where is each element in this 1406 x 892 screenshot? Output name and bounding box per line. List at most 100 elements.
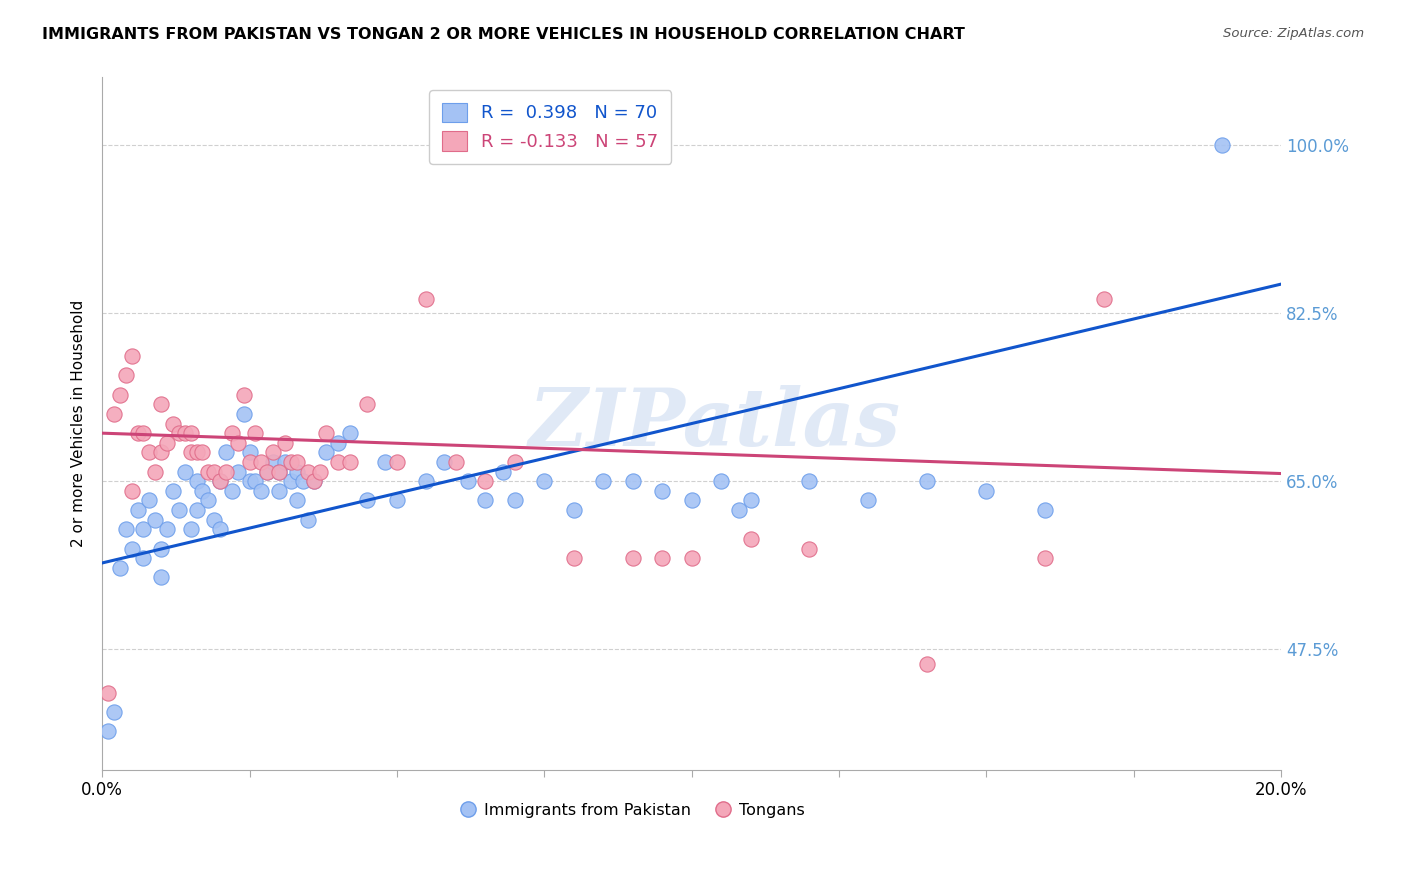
Point — [1211, 137, 1233, 152]
Point — [356, 493, 378, 508]
Point — [202, 513, 225, 527]
Point — [143, 513, 166, 527]
Point — [138, 445, 160, 459]
Point — [250, 483, 273, 498]
Point — [681, 493, 703, 508]
Point — [156, 522, 179, 536]
Point — [121, 349, 143, 363]
Point — [114, 368, 136, 383]
Point — [221, 426, 243, 441]
Point — [315, 426, 337, 441]
Point — [132, 426, 155, 441]
Point — [297, 465, 319, 479]
Point — [917, 657, 939, 671]
Point — [209, 474, 232, 488]
Point — [162, 483, 184, 498]
Point — [503, 493, 526, 508]
Point — [415, 474, 437, 488]
Point — [221, 483, 243, 498]
Point — [592, 474, 614, 488]
Point — [974, 483, 997, 498]
Point — [444, 455, 467, 469]
Point — [474, 493, 496, 508]
Point — [156, 435, 179, 450]
Point — [385, 455, 408, 469]
Legend: Immigrants from Pakistan, Tongans: Immigrants from Pakistan, Tongans — [454, 797, 811, 824]
Point — [180, 426, 202, 441]
Point — [238, 445, 260, 459]
Point — [262, 455, 284, 469]
Point — [226, 465, 249, 479]
Point — [326, 455, 349, 469]
Y-axis label: 2 or more Vehicles in Household: 2 or more Vehicles in Household — [72, 300, 86, 547]
Point — [150, 445, 173, 459]
Point — [385, 493, 408, 508]
Point — [191, 445, 214, 459]
Point — [681, 551, 703, 566]
Point — [267, 465, 290, 479]
Point — [186, 474, 208, 488]
Point — [1033, 503, 1056, 517]
Point — [138, 493, 160, 508]
Point — [245, 474, 267, 488]
Point — [167, 503, 190, 517]
Point — [191, 483, 214, 498]
Point — [202, 465, 225, 479]
Point — [326, 435, 349, 450]
Point — [162, 417, 184, 431]
Point — [121, 541, 143, 556]
Point — [280, 455, 302, 469]
Point — [740, 532, 762, 546]
Point — [474, 474, 496, 488]
Point — [97, 686, 120, 700]
Point — [127, 426, 149, 441]
Point — [256, 465, 278, 479]
Point — [238, 474, 260, 488]
Point — [280, 474, 302, 488]
Point — [917, 474, 939, 488]
Point — [150, 570, 173, 584]
Point — [127, 503, 149, 517]
Point — [197, 493, 219, 508]
Point — [180, 522, 202, 536]
Point — [250, 455, 273, 469]
Point — [186, 503, 208, 517]
Point — [256, 465, 278, 479]
Point — [315, 445, 337, 459]
Point — [267, 465, 290, 479]
Point — [143, 465, 166, 479]
Point — [1033, 551, 1056, 566]
Point — [291, 474, 314, 488]
Point — [285, 493, 308, 508]
Point — [740, 493, 762, 508]
Point — [267, 483, 290, 498]
Point — [262, 445, 284, 459]
Point — [433, 455, 456, 469]
Point — [492, 465, 515, 479]
Point — [339, 455, 361, 469]
Point — [274, 435, 297, 450]
Point — [415, 292, 437, 306]
Point — [621, 474, 644, 488]
Point — [799, 474, 821, 488]
Point — [209, 522, 232, 536]
Point — [304, 474, 326, 488]
Point — [285, 465, 308, 479]
Point — [132, 551, 155, 566]
Point — [150, 397, 173, 411]
Point — [651, 483, 673, 498]
Point — [285, 455, 308, 469]
Point — [232, 407, 254, 421]
Point — [533, 474, 555, 488]
Point — [374, 455, 396, 469]
Point — [274, 455, 297, 469]
Point — [215, 465, 238, 479]
Point — [621, 551, 644, 566]
Point — [209, 474, 232, 488]
Point — [215, 445, 238, 459]
Point — [1092, 292, 1115, 306]
Point — [150, 541, 173, 556]
Point — [710, 474, 733, 488]
Point — [173, 465, 195, 479]
Point — [197, 465, 219, 479]
